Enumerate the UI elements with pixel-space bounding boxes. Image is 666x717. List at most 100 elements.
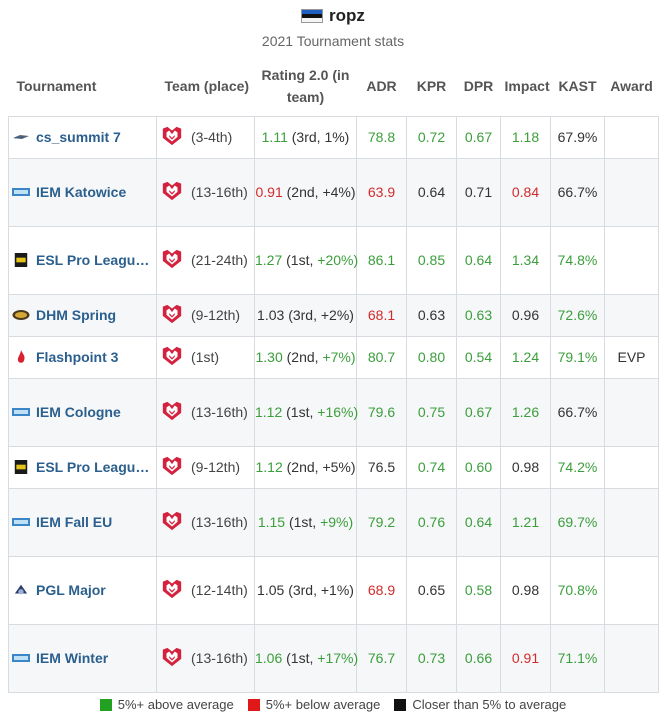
team-logo-icon[interactable] xyxy=(161,180,183,202)
rating-diff: +4%) xyxy=(322,184,356,200)
team-place-cell: (9-12th) xyxy=(156,445,255,489)
rating-value: 1.27 xyxy=(255,252,283,268)
team-logo-icon[interactable] xyxy=(161,303,183,325)
team-place-cell: (9-12th) xyxy=(156,293,255,337)
tournament-link[interactable]: IEM Cologne xyxy=(36,404,121,420)
col-header-tournament: Tournament xyxy=(16,77,97,94)
rating-value: 1.11 xyxy=(261,129,288,145)
team-logo-icon[interactable] xyxy=(161,578,183,600)
col-header-kast: KAST xyxy=(558,77,597,94)
col-header-award: Award xyxy=(610,77,653,94)
tournament-cell[interactable]: IEM Winter xyxy=(8,623,157,693)
tournament-link[interactable]: IEM Fall EU xyxy=(36,514,113,530)
kast-value: 74.8% xyxy=(550,225,605,295)
dpr-value: 0.71 xyxy=(456,157,501,227)
award-value xyxy=(604,623,659,693)
award-value xyxy=(604,445,659,489)
red-swatch-icon xyxy=(247,698,260,711)
rating-diff: +16%) xyxy=(317,404,359,420)
team-place: (9-12th) xyxy=(191,458,241,475)
tournament-cell[interactable]: Flashpoint 3 xyxy=(8,335,157,379)
tournament-cell[interactable]: IEM Fall EU xyxy=(8,487,157,557)
tournament-link[interactable]: DHM Spring xyxy=(36,307,117,323)
rating-cell: 1.12 (2nd, +5%) xyxy=(254,445,357,489)
estonia-flag-icon xyxy=(301,9,324,23)
tournament-link[interactable]: PGL Major xyxy=(36,582,106,598)
tournament-link[interactable]: cs_summit 7 xyxy=(36,129,121,145)
table-row: ESL Pro League S... (21-24th) 1.27 (1st, +… xyxy=(8,225,659,295)
rating-diff: +9%) xyxy=(320,514,354,530)
col-header-dpr: DPR xyxy=(463,77,494,94)
impact-value: 1.24 xyxy=(500,335,551,379)
adr-value: 63.9 xyxy=(356,157,407,227)
kpr-value: 0.64 xyxy=(406,157,457,227)
rating-diff: +17%) xyxy=(317,650,359,666)
impact-value: 1.34 xyxy=(500,225,551,295)
adr-value: 80.7 xyxy=(356,335,407,379)
team-logo-icon[interactable] xyxy=(161,248,183,270)
tournament-link[interactable]: IEM Winter xyxy=(36,650,109,666)
kpr-value: 0.72 xyxy=(406,115,457,159)
kast-value: 69.7% xyxy=(550,487,605,557)
flashpoint-icon xyxy=(12,350,30,364)
col-header-impact: Impact xyxy=(504,77,550,94)
team-logo-icon[interactable] xyxy=(161,646,183,668)
rating-value: 1.06 xyxy=(255,650,283,666)
impact-value: 0.98 xyxy=(500,445,551,489)
table-row: IEM Katowice (13-16th) 0.91 (2nd, +4%) 63.9… xyxy=(8,157,659,227)
legend-label: 5%+ above average xyxy=(117,697,234,712)
tournament-cell[interactable]: ESL Pro League S... xyxy=(8,445,157,489)
rating-diff: +7%) xyxy=(322,349,356,365)
dpr-value: 0.67 xyxy=(456,377,501,447)
rating-cell: 1.03 (3rd, +2%) xyxy=(254,293,357,337)
tournament-link[interactable]: ESL Pro League S... xyxy=(36,252,156,268)
adr-value: 68.1 xyxy=(356,293,407,337)
rating-value: 1.05 xyxy=(257,582,285,598)
team-logo-icon[interactable] xyxy=(161,510,183,532)
adr-value: 79.6 xyxy=(356,377,407,447)
team-logo-icon[interactable] xyxy=(161,455,183,477)
award-value xyxy=(604,157,659,227)
tournament-link[interactable]: ESL Pro League S... xyxy=(36,459,156,475)
table-row: Flashpoint 3 (1st) 1.30 (2nd, +7%) 80.7 0.80… xyxy=(8,335,659,379)
team-place-cell: (13-16th) xyxy=(156,623,255,693)
legend-item-close: Closer than 5% to average xyxy=(394,697,566,712)
rating-value: 1.15 xyxy=(257,514,286,530)
team-place: (13-16th) xyxy=(191,183,248,200)
tournament-link[interactable]: Flashpoint 3 xyxy=(36,349,119,365)
team-logo-icon[interactable] xyxy=(161,345,183,367)
table-row: IEM Winter (13-16th) 1.06 (1st, +17%) 76.7 0… xyxy=(8,623,659,693)
team-place-cell: (13-16th) xyxy=(156,487,255,557)
dpr-value: 0.63 xyxy=(456,293,501,337)
team-place: (21-24th) xyxy=(191,251,248,268)
tournament-cell[interactable]: ESL Pro League S... xyxy=(8,225,157,295)
rating-rank: (3rd, xyxy=(288,307,317,323)
table-row: DHM Spring (9-12th) 1.03 (3rd, +2%) 68.1 0.6… xyxy=(8,293,659,337)
rating-diff: +1%) xyxy=(320,582,354,598)
legend-label: 5%+ below average xyxy=(265,697,381,712)
kast-value: 72.6% xyxy=(550,293,605,337)
adr-value: 76.5 xyxy=(356,445,407,489)
rating-cell: 1.05 (3rd, +1%) xyxy=(254,555,357,625)
tournament-cell[interactable]: PGL Major xyxy=(8,555,157,625)
rating-cell: 1.12 (1st, +16%) xyxy=(254,377,359,447)
tournament-cell[interactable]: cs_summit 7 xyxy=(8,115,157,159)
adr-value: 78.8 xyxy=(356,115,407,159)
rating-rank: (1st, xyxy=(286,650,314,666)
kpr-value: 0.65 xyxy=(406,555,457,625)
tournament-cell[interactable]: IEM Katowice xyxy=(8,157,157,227)
tournament-cell[interactable]: DHM Spring xyxy=(8,293,157,337)
team-logo-icon[interactable] xyxy=(161,125,183,147)
player-name[interactable]: ropz xyxy=(329,6,365,25)
team-place-cell: (13-16th) xyxy=(156,157,255,227)
team-logo-icon[interactable] xyxy=(161,400,183,422)
green-swatch-icon xyxy=(99,698,112,711)
cs-summit-icon xyxy=(12,130,30,144)
iem-icon xyxy=(12,185,30,199)
adr-value: 68.9 xyxy=(356,555,407,625)
tournament-cell[interactable]: IEM Cologne xyxy=(8,377,157,447)
rating-rank: (3rd, xyxy=(291,129,321,145)
rating-cell: 1.30 (2nd, +7%) xyxy=(254,335,357,379)
tournament-link[interactable]: IEM Katowice xyxy=(36,184,127,200)
adr-value: 76.7 xyxy=(356,623,407,693)
